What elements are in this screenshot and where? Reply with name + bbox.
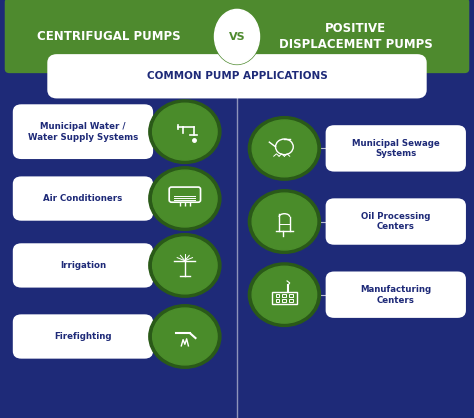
Circle shape [153, 103, 217, 160]
Circle shape [149, 234, 221, 297]
Circle shape [149, 100, 221, 163]
Bar [283, 294, 286, 297]
Circle shape [153, 170, 217, 227]
FancyBboxPatch shape [13, 243, 153, 288]
FancyBboxPatch shape [13, 314, 153, 359]
Bar [289, 294, 293, 297]
Bar [275, 299, 280, 302]
Bar [289, 299, 293, 302]
Circle shape [149, 167, 221, 230]
FancyBboxPatch shape [326, 125, 466, 171]
Bar [272, 292, 297, 304]
Bar [275, 294, 280, 297]
Circle shape [252, 193, 317, 250]
Circle shape [153, 308, 217, 365]
Circle shape [248, 190, 320, 253]
FancyBboxPatch shape [326, 272, 466, 318]
Text: Oil Processing
Centers: Oil Processing Centers [361, 212, 430, 232]
Text: Irrigation: Irrigation [60, 261, 106, 270]
Text: Municipal Sewage
Systems: Municipal Sewage Systems [352, 138, 440, 158]
Circle shape [248, 263, 320, 326]
FancyBboxPatch shape [13, 176, 153, 221]
Text: VS: VS [228, 32, 246, 41]
Text: COMMON PUMP APPLICATIONS: COMMON PUMP APPLICATIONS [146, 71, 328, 81]
Circle shape [153, 237, 217, 294]
Text: Air Conditioners: Air Conditioners [43, 194, 123, 203]
FancyBboxPatch shape [48, 55, 426, 97]
FancyBboxPatch shape [13, 104, 153, 159]
Text: Firefighting: Firefighting [54, 332, 112, 341]
Bar [283, 299, 286, 302]
Circle shape [248, 117, 320, 180]
Circle shape [252, 266, 317, 323]
Text: CENTRIFUGAL PUMPS: CENTRIFUGAL PUMPS [37, 30, 181, 43]
FancyBboxPatch shape [5, 0, 469, 73]
FancyBboxPatch shape [326, 199, 466, 245]
Text: POSITIVE
DISPLACEMENT PUMPS: POSITIVE DISPLACEMENT PUMPS [279, 22, 432, 51]
Ellipse shape [214, 9, 259, 64]
Circle shape [252, 120, 317, 177]
Circle shape [149, 305, 221, 368]
Text: Municipal Water /
Water Supply Systems: Municipal Water / Water Supply Systems [28, 122, 138, 142]
Text: Manufacturing
Centers: Manufacturing Centers [360, 285, 431, 305]
